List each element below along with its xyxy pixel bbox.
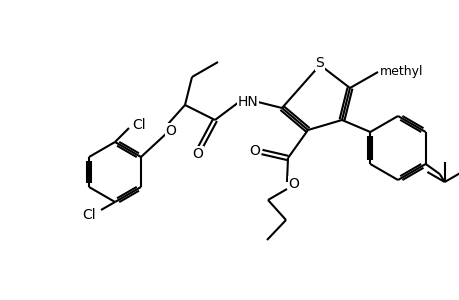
Text: O: O — [165, 124, 176, 138]
Text: O: O — [249, 144, 260, 158]
Text: methyl: methyl — [379, 64, 423, 77]
Text: HN: HN — [237, 95, 258, 109]
Text: S: S — [315, 56, 324, 70]
Text: Cl: Cl — [132, 118, 146, 132]
Text: Cl: Cl — [82, 208, 95, 222]
Text: O: O — [192, 147, 203, 161]
Text: O: O — [288, 177, 299, 191]
